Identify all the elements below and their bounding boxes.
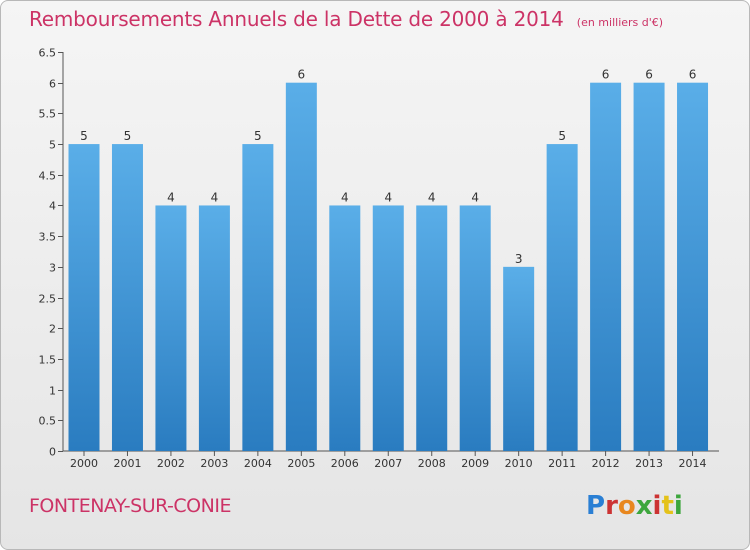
data-label: 3: [515, 252, 523, 266]
y-tick-label: 3.5: [39, 231, 57, 244]
commune-name: FONTENAY-SUR-CONIE: [29, 495, 231, 517]
proxiti-logo[interactable]: Proxiti: [586, 491, 683, 521]
bar-2002[interactable]: [155, 205, 187, 451]
bar-2005[interactable]: [285, 82, 317, 451]
y-tick-label: 4: [49, 200, 56, 213]
logo-letter: x: [635, 491, 653, 521]
logo-letter: i: [652, 491, 662, 521]
data-label: 4: [341, 190, 349, 204]
x-tick-label: 2001: [113, 457, 141, 470]
bars: [68, 82, 709, 452]
y-tick-label: 5.5: [39, 108, 57, 121]
bar-2003[interactable]: [198, 205, 230, 451]
chart-title-row: Remboursements Annuels de la Dette de 20…: [29, 7, 663, 31]
bar-2001[interactable]: [111, 144, 143, 452]
bar-2010[interactable]: [503, 266, 535, 451]
x-tick-label: 2010: [505, 457, 533, 470]
logo-letter: o: [617, 491, 636, 521]
y-tick-label: 1: [49, 385, 56, 398]
x-tick-label: 2007: [374, 457, 402, 470]
x-tick-label: 2013: [635, 457, 663, 470]
chart-unit-label: (en milliers d'€): [576, 16, 664, 29]
data-label: 5: [124, 129, 132, 143]
y-tick-label: 5: [49, 139, 56, 152]
logo-letter: P: [586, 491, 606, 521]
y-tick-label: 0: [49, 446, 56, 459]
x-tick-label: 2003: [200, 457, 228, 470]
data-label: 4: [471, 190, 479, 204]
data-labels: 5 5 4 4 5 6 4 4 4 4 3 5 6 6 6: [80, 68, 696, 266]
data-label: 5: [558, 129, 566, 143]
data-label: 6: [298, 68, 306, 82]
data-label: 4: [211, 190, 219, 204]
data-label: 6: [645, 68, 653, 82]
data-label: 4: [428, 190, 436, 204]
x-tick-label: 2008: [418, 457, 446, 470]
y-tick-label: 6: [49, 78, 56, 91]
data-label: 4: [167, 190, 175, 204]
y-tick-label: 0.5: [39, 415, 57, 428]
x-tick-label: 2002: [157, 457, 185, 470]
data-label: 4: [384, 190, 392, 204]
x-tick-label: 2014: [679, 457, 707, 470]
data-label: 5: [254, 129, 262, 143]
x-tick-label: 2012: [592, 457, 620, 470]
logo-letter: i: [673, 491, 683, 521]
data-label: 6: [689, 68, 697, 82]
x-tick-label: 2000: [70, 457, 98, 470]
bar-2014[interactable]: [677, 82, 709, 451]
bar-2000[interactable]: [68, 144, 100, 452]
data-label: 5: [80, 129, 88, 143]
bar-2008[interactable]: [416, 205, 448, 451]
x-tick-label: 2006: [331, 457, 359, 470]
y-tick-label: 4.5: [39, 170, 57, 183]
y-tick-label: 2: [49, 323, 56, 336]
y-tick-label: 1.5: [39, 354, 57, 367]
bar-2013[interactable]: [633, 82, 665, 451]
bar-2004[interactable]: [242, 144, 274, 452]
axes: 0 0.5 1 1.5 2 2.5 3 3.5 4 4.5 5 5.5 6 6.5 2000 2001 2002…: [39, 47, 719, 470]
bar-2011[interactable]: [546, 144, 578, 452]
x-tick-label: 2005: [287, 457, 315, 470]
y-tick-label: 2.5: [39, 293, 57, 306]
data-label: 6: [602, 68, 610, 82]
x-tick-label: 2004: [244, 457, 272, 470]
chart-title: Remboursements Annuels de la Dette de 20…: [29, 7, 564, 31]
x-tick-label: 2011: [548, 457, 576, 470]
logo-letter: r: [605, 491, 618, 521]
x-tick-label: 2009: [461, 457, 489, 470]
logo-letter: t: [661, 491, 674, 521]
bar-2007[interactable]: [372, 205, 404, 451]
y-tick-label: 6.5: [39, 47, 57, 60]
bar-2012[interactable]: [590, 82, 622, 451]
bar-2009[interactable]: [459, 205, 491, 451]
y-tick-label: 3: [49, 262, 56, 275]
bar-2006[interactable]: [329, 205, 361, 451]
